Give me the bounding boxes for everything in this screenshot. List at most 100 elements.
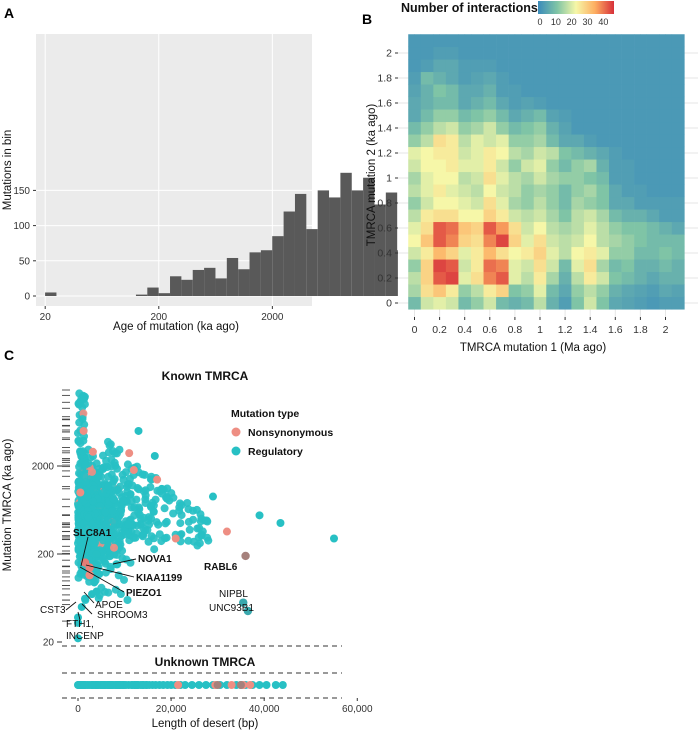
heatmap-cell xyxy=(508,284,522,298)
regulatory-point xyxy=(148,498,157,507)
heatmap-cell xyxy=(596,171,610,185)
heatmap-cell xyxy=(558,196,572,210)
nonsynonymous-point xyxy=(171,534,180,543)
heatmap-cell xyxy=(445,246,459,260)
heatmap-cell xyxy=(659,259,673,273)
heatmap-cell xyxy=(521,159,535,173)
heatmap-cell xyxy=(646,71,660,85)
heatmap-cell xyxy=(433,171,447,185)
heatmap-cell xyxy=(596,284,610,298)
heatmap-cell xyxy=(558,246,572,260)
heatmap-cell xyxy=(583,159,597,173)
heatmap-x-tick-label: 0.2 xyxy=(432,324,447,336)
unknown-regulatory-point xyxy=(188,681,196,689)
histogram-bar xyxy=(45,292,57,296)
heatmap-cell xyxy=(433,209,447,223)
heatmap-cell xyxy=(458,159,472,173)
heatmap-cell xyxy=(445,71,459,85)
heatmap-cell xyxy=(596,121,610,135)
heatmap-cell xyxy=(546,246,560,260)
heatmap-cell xyxy=(659,159,673,173)
unknown-regulatory-point xyxy=(107,681,116,689)
heatmap-cell xyxy=(546,284,560,298)
histogram-bar xyxy=(192,269,205,296)
heatmap-cell xyxy=(646,296,660,310)
heatmap-cell xyxy=(558,284,572,298)
heatmap-cell xyxy=(470,59,484,73)
gene-label: INCENP xyxy=(66,631,104,642)
heatmap-x-axis-title: TMRCA mutation 1 (Ma ago) xyxy=(460,342,607,354)
regulatory-point xyxy=(104,472,113,481)
histogram-bar xyxy=(135,294,148,296)
regulatory-point xyxy=(124,520,133,529)
heatmap-cell xyxy=(508,209,522,223)
heatmap-cell xyxy=(445,134,459,148)
regulatory-point xyxy=(160,504,169,513)
heatmap-x-tick-label: 0.8 xyxy=(508,324,523,336)
heatmap-cell xyxy=(596,271,610,285)
heatmap-cell xyxy=(533,246,547,260)
heatmap-x-tick-label: 1.2 xyxy=(558,324,573,336)
heatmap-cell xyxy=(496,184,509,198)
heatmap-y-tick-label: 0.4 xyxy=(377,248,392,260)
heatmap-cell xyxy=(458,246,472,260)
unknown-regulatory-point xyxy=(181,681,190,689)
heatmap-cell xyxy=(659,171,673,185)
heatmap-cell xyxy=(420,96,434,110)
heatmap-cell xyxy=(508,34,522,48)
regulatory-point xyxy=(75,418,84,427)
heatmap-cell xyxy=(533,196,547,210)
regulatory-point xyxy=(116,482,125,491)
heatmap-cell xyxy=(583,134,597,148)
heatmap-cell xyxy=(420,184,434,198)
heatmap-cell xyxy=(408,59,422,73)
regulatory-point xyxy=(122,530,131,539)
regulatory-point xyxy=(112,449,121,458)
heatmap-cell xyxy=(483,46,497,60)
unknown-regulatory-point xyxy=(74,681,83,689)
heatmap-cell xyxy=(634,34,647,48)
heatmap-cell xyxy=(571,59,585,73)
histogram-x-axis-title: Age of mutation (ka ago) xyxy=(113,321,239,333)
unknown-regulatory-point xyxy=(195,681,203,689)
histogram-bar xyxy=(385,192,398,296)
regulatory-point xyxy=(104,588,113,597)
heatmap-cell xyxy=(533,121,547,135)
heatmap-cell xyxy=(583,284,597,298)
heatmap-cell xyxy=(646,284,660,298)
heatmap-cell xyxy=(546,96,560,110)
heatmap-cell xyxy=(533,271,547,285)
regulatory-point xyxy=(80,594,89,603)
heatmap-cell xyxy=(571,171,585,185)
regulatory-point xyxy=(123,487,132,496)
histogram-bar xyxy=(351,190,364,296)
regulatory-point xyxy=(128,481,137,490)
heatmap-cell xyxy=(496,209,509,223)
heatmap-cell xyxy=(420,46,434,60)
heatmap-cell xyxy=(659,134,673,148)
heatmap-cell xyxy=(659,109,673,123)
regulatory-point xyxy=(150,451,159,460)
heatmap-cell xyxy=(571,209,585,223)
scatter-label-leaders xyxy=(65,536,137,621)
heatmap-cell xyxy=(558,96,572,110)
heatmap-cell xyxy=(671,271,685,285)
heatmap-cell xyxy=(483,171,497,185)
heatmap-cell xyxy=(508,196,522,210)
regulatory-point xyxy=(82,544,91,553)
unknown-regulatory-point xyxy=(138,681,147,689)
heatmap-cell xyxy=(496,284,509,298)
heatmap-x-tick-label: 0.4 xyxy=(457,324,472,336)
scatter-y-axis-title: Mutation TMRCA (ka ago) xyxy=(2,438,14,571)
heatmap-cell xyxy=(458,59,472,73)
histogram-bar xyxy=(170,276,182,296)
heatmap-cell xyxy=(596,296,610,310)
known-tmrca-title: Known TMRCA xyxy=(162,369,249,383)
regulatory-point xyxy=(184,505,193,514)
regulatory-point xyxy=(90,578,99,587)
heatmap-cell xyxy=(558,34,572,48)
heatmap-cell xyxy=(558,71,572,85)
label-leader-line xyxy=(83,591,95,604)
gene-label: NIPBL xyxy=(219,589,248,600)
heatmap-cell xyxy=(558,109,572,123)
